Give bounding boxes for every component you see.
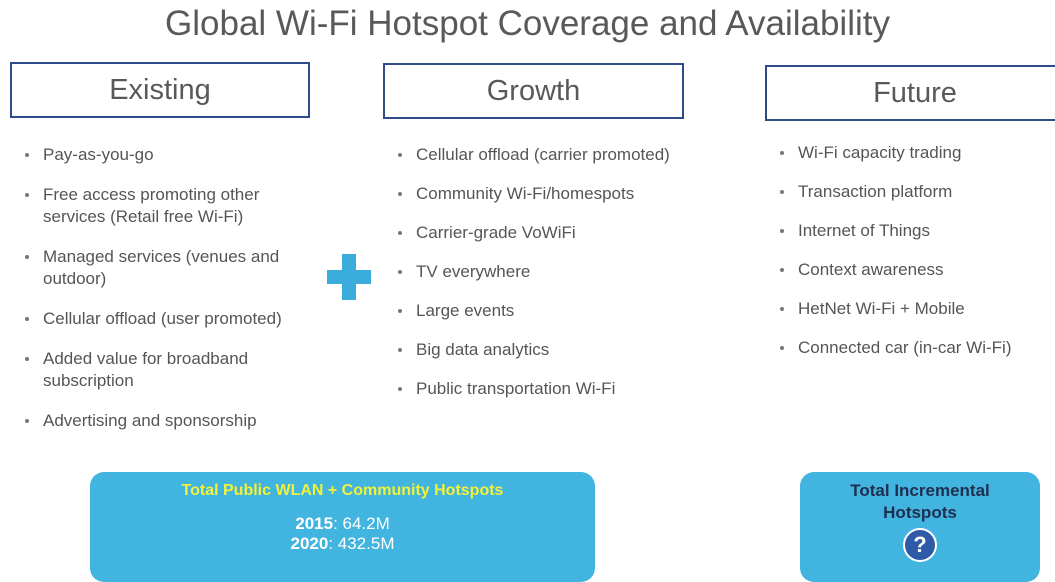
plus-shape (327, 254, 371, 300)
bullet-dot (25, 419, 29, 423)
bullet-text: Free access promoting other services (Re… (43, 185, 260, 226)
bullet-item: Managed services (venues and outdoor) (25, 246, 315, 290)
bullet-text: Public transportation Wi-Fi (416, 379, 616, 398)
bullet-text: Added value for broadband subscription (43, 349, 249, 390)
bullet-dot (780, 346, 784, 350)
bullet-text: Managed services (venues and outdoor) (43, 247, 280, 288)
totals-box: Total Public WLAN + Community Hotspots 2… (90, 472, 595, 582)
bullet-text: Context awareness (798, 260, 944, 279)
bullet-item: Free access promoting other services (Re… (25, 184, 315, 228)
bullet-text: Internet of Things (798, 221, 930, 240)
plus-icon (327, 254, 371, 300)
bullet-dot (780, 151, 784, 155)
year: 2020 (290, 534, 329, 553)
bullet-list: Wi-Fi capacity trading Transaction platfo… (780, 142, 1055, 376)
amount: : 432.5M (328, 534, 395, 553)
incremental-title: Total Incremental Hotspots (850, 481, 990, 522)
bullet-dot (780, 190, 784, 194)
bullet-item: Advertising and sponsorship (25, 410, 315, 432)
bullet-dot (780, 268, 784, 272)
bullet-item: Connected car (in-car Wi-Fi) (780, 337, 1055, 359)
bullet-item: Transaction platform (780, 181, 1055, 203)
bullet-text: Community Wi-Fi/homespots (416, 184, 635, 203)
bullet-item: Community Wi-Fi/homespots (398, 183, 688, 205)
totals-line: 2020: 432.5M (90, 534, 595, 554)
bullet-text: Pay-as-you-go (43, 145, 154, 164)
bullet-item: Big data analytics (398, 339, 688, 361)
bullet-item: TV everywhere (398, 261, 688, 283)
bullet-dot (780, 229, 784, 233)
column-header: Existing (10, 62, 310, 118)
bullet-list: Cellular offload (carrier promoted) Commu… (398, 144, 688, 417)
bullet-text: Cellular offload (user promoted) (43, 309, 282, 328)
bullet-dot (398, 192, 402, 196)
bullet-dot (25, 357, 29, 361)
year: 2015 (295, 514, 334, 533)
bullet-dot (398, 309, 402, 313)
bullet-item: Public transportation Wi-Fi (398, 378, 688, 400)
slide-title: Global Wi-Fi Hotspot Coverage and Availa… (165, 4, 890, 43)
bullet-dot (780, 307, 784, 311)
bullet-text: HetNet Wi-Fi + Mobile (798, 299, 965, 318)
bullet-dot (398, 348, 402, 352)
bullet-dot (25, 193, 29, 197)
bullet-text: Big data analytics (416, 340, 550, 359)
bullet-item: Large events (398, 300, 688, 322)
bullet-text: Carrier-grade VoWiFi (416, 223, 576, 242)
bullet-dot (398, 387, 402, 391)
bullet-item: Added value for broadband subscription (25, 348, 315, 392)
bullet-item: Context awareness (780, 259, 1055, 281)
bullet-item: HetNet Wi-Fi + Mobile (780, 298, 1055, 320)
bullet-dot (398, 270, 402, 274)
totals-line: 2015: 64.2M (90, 514, 595, 534)
bullet-dot (25, 153, 29, 157)
bullet-text: Transaction platform (798, 182, 953, 201)
column-header: Future (765, 65, 1055, 121)
bullet-text: Cellular offload (carrier promoted) (416, 145, 670, 164)
bullet-text: Wi-Fi capacity trading (798, 143, 962, 162)
bullet-text: Connected car (in-car Wi-Fi) (798, 338, 1012, 357)
bullet-list: Pay-as-you-go Free access promoting other… (25, 144, 315, 450)
incremental-box: Total Incremental Hotspots ? (800, 472, 1040, 582)
bullet-text: TV everywhere (416, 262, 531, 281)
column-header: Growth (383, 63, 684, 119)
bullet-item: Carrier-grade VoWiFi (398, 222, 688, 244)
bullet-dot (25, 255, 29, 259)
amount: : 64.2M (333, 514, 390, 533)
bullet-item: Cellular offload (user promoted) (25, 308, 315, 330)
bullet-item: Pay-as-you-go (25, 144, 315, 166)
bullet-dot (25, 317, 29, 321)
bullet-dot (398, 153, 402, 157)
bullet-item: Internet of Things (780, 220, 1055, 242)
bullet-text: Advertising and sponsorship (43, 411, 257, 430)
bullet-dot (398, 231, 402, 235)
bullet-item: Cellular offload (carrier promoted) (398, 144, 688, 166)
bullet-text: Large events (416, 301, 515, 320)
totals-title: Total Public WLAN + Community Hotspots (181, 482, 504, 499)
bullet-item: Wi-Fi capacity trading (780, 142, 1055, 164)
question-icon: ? (903, 528, 937, 562)
slide: Global Wi-Fi Hotspot Coverage and Availa… (10, 4, 1055, 582)
